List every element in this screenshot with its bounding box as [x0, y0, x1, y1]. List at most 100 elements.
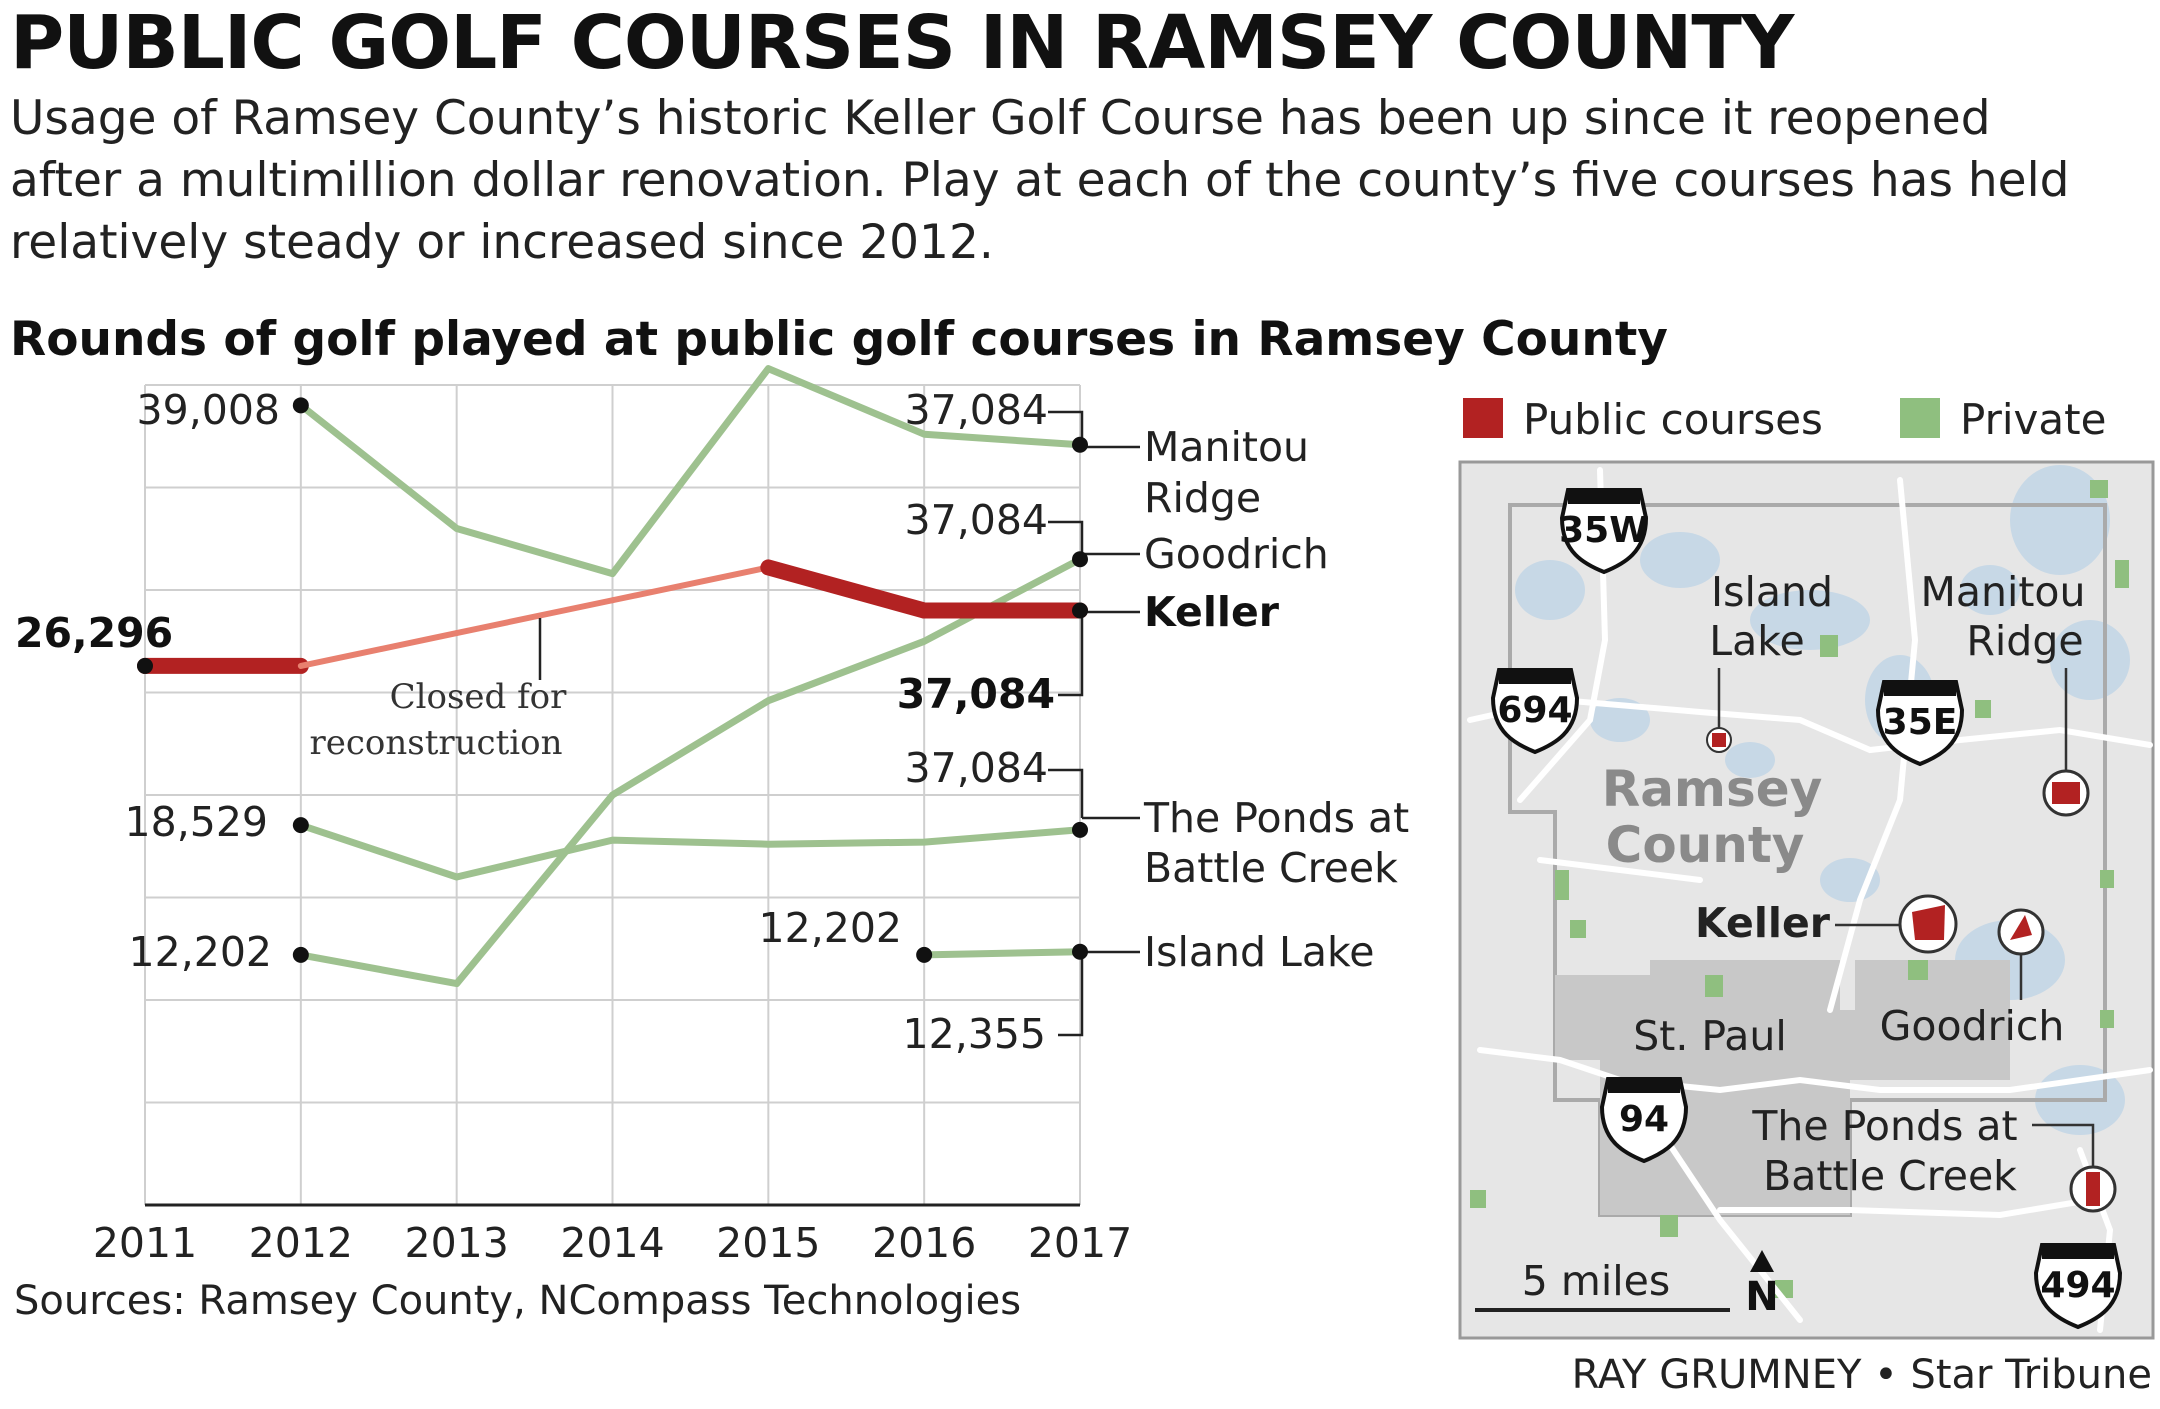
- highway-shield-icon: 35E: [1875, 680, 1965, 767]
- series-line-goodrich: [300, 556, 1082, 988]
- series-label-keller: Keller: [1144, 588, 1280, 636]
- series-line-keller: [297, 630, 460, 669]
- page-title: PUBLIC GOLF COURSES IN RAMSEY COUNTY: [10, 0, 1794, 86]
- series-line-manitou-ridge: [298, 365, 1081, 578]
- chart-credit: RAY GRUMNEY • Star Tribune: [1571, 1352, 2152, 1398]
- page-subtitle: Usage of Ramsey County’s historic Keller…: [10, 91, 2070, 270]
- data-point-keller: [137, 657, 153, 674]
- map-label-ponds: The Ponds at: [1751, 1102, 2017, 1150]
- value-label-island-2017: 12,355: [903, 1010, 1046, 1058]
- chart-title: Rounds of golf played at public golf cou…: [10, 312, 1668, 367]
- data-point-manitou-ridge: [292, 397, 309, 414]
- value-label-keller-2011: 26,296: [15, 609, 173, 657]
- roads: [1467, 467, 2153, 1333]
- series-label-goodrich: Goodrich: [1144, 530, 1329, 578]
- highway-shield-icon: 35W: [1559, 488, 1649, 575]
- private-course-markers: [1470, 480, 2129, 1298]
- map-leader-lines: [1717, 668, 2095, 1167]
- leader-lines: [538, 410, 1140, 1037]
- series-label-ponds: Battle Creek: [1144, 844, 1398, 892]
- map-label-island-lake: Lake: [1709, 617, 1804, 665]
- series-line-island-lake: [924, 948, 1081, 959]
- map-label-goodrich: Goodrich: [1880, 1002, 2065, 1050]
- data-point-island-lake: [916, 946, 933, 963]
- north-label: N: [1745, 1274, 1778, 1320]
- series-line-keller: [453, 597, 616, 637]
- value-label-island-2016: 12,202: [759, 904, 902, 952]
- map-county-label: County: [1606, 816, 1805, 874]
- map-label-keller: Keller: [1695, 899, 1831, 947]
- x-tick-label: 2016: [872, 1219, 976, 1267]
- value-label-ponds-2017: 37,084: [905, 744, 1048, 792]
- shield-number: 35W: [1559, 510, 1649, 551]
- x-tick-label: 2014: [560, 1219, 664, 1267]
- shield-band: [2042, 1245, 2114, 1259]
- x-tick-label: 2011: [93, 1219, 197, 1267]
- north-arrow-icon: [1750, 1250, 1774, 1272]
- shield-number: 35E: [1883, 702, 1958, 743]
- data-point-the-ponds-at-battle-creek: [292, 817, 309, 834]
- shield-band: [1499, 670, 1571, 684]
- series-line-keller: [760, 559, 933, 619]
- series-line-the-ponds-at-battle-creek: [299, 821, 1081, 881]
- map-label-manitou-ridge: Manitou: [1920, 568, 2085, 616]
- shield-shape: [1599, 1077, 1689, 1164]
- shield-band: [1568, 490, 1640, 504]
- map-county-label: Ramsey: [1602, 760, 1823, 818]
- st-paul-area: [1555, 960, 2010, 1215]
- data-point-keller: [1072, 602, 1088, 619]
- shield-shape: [1490, 668, 1580, 755]
- annotation-closed: Closed for: [390, 677, 568, 717]
- x-tick-label: 2015: [716, 1219, 820, 1267]
- map-legend: Public courses Private: [1463, 395, 2106, 444]
- value-label-ponds-2012: 18,529: [125, 798, 268, 846]
- x-tick-label: 2017: [1028, 1219, 1132, 1267]
- shield-shape: [1875, 680, 1965, 767]
- highway-shield-icon: 94: [1599, 1077, 1689, 1164]
- series-label-manitou: Manitou: [1144, 423, 1309, 471]
- shield-shape: [2033, 1243, 2123, 1330]
- series-line-keller: [609, 564, 772, 604]
- value-label-goodrich-2012: 12,202: [129, 928, 272, 976]
- series-label-manitou: Ridge: [1144, 474, 1261, 522]
- value-label-goodrich-2017: 37,084: [905, 496, 1048, 544]
- map-scale-label: 5 miles: [1522, 1257, 1670, 1305]
- data-point-goodrich: [292, 946, 309, 963]
- data-point-the-ponds-at-battle-creek: [1072, 821, 1088, 838]
- shield-shape: [1559, 488, 1649, 575]
- chart-source: Sources: Ramsey County, NCompass Technol…: [14, 1278, 1022, 1324]
- value-label-keller-2017: 37,084: [897, 670, 1055, 718]
- x-tick-label: 2012: [249, 1219, 353, 1267]
- data-point-goodrich: [1072, 551, 1088, 568]
- highway-shields: 35W 694 35E 94 494: [1490, 488, 2123, 1330]
- shield-band: [1608, 1079, 1680, 1093]
- highway-shield-icon: 494: [2033, 1243, 2123, 1330]
- shield-number: 694: [1497, 690, 1572, 731]
- shield-number: 494: [2040, 1265, 2115, 1306]
- data-point-island-lake: [1072, 943, 1088, 960]
- legend-swatch-private: [1900, 398, 1940, 438]
- series-endpoints: [137, 397, 1088, 963]
- annotation-closed: reconstruction: [310, 723, 563, 763]
- x-tick-label: 2013: [404, 1219, 508, 1267]
- shield-band: [1884, 682, 1956, 696]
- map-label-manitou-ridge: Ridge: [1966, 617, 2083, 665]
- series-label-ponds: The Ponds at: [1143, 794, 1409, 842]
- legend-private-label: Private: [1960, 395, 2106, 444]
- value-label-manitou-2017: 37,084: [905, 386, 1048, 434]
- data-point-manitou-ridge: [1072, 436, 1088, 453]
- chart-grid: [144, 384, 1081, 1205]
- x-axis-ticks: 2011 2012 2013 2014 2015 2016 2017: [93, 1219, 1132, 1267]
- map-label-ponds: Battle Creek: [1763, 1152, 2017, 1200]
- series-label-island: Island Lake: [1144, 928, 1375, 976]
- value-label-manitou-2012: 39,008: [137, 386, 280, 434]
- map-label-island-lake: Island: [1711, 568, 1833, 616]
- series-lines: [137, 365, 1088, 988]
- shield-number: 94: [1619, 1099, 1669, 1140]
- legend-public-label: Public courses: [1523, 395, 1823, 444]
- map-label-st-paul: St. Paul: [1633, 1012, 1787, 1060]
- highway-shield-icon: 694: [1490, 668, 1580, 755]
- legend-swatch-public: [1463, 398, 1503, 438]
- map: 35W 694 35E 94 494 Ramsey County St. Paul Is…: [1458, 460, 2155, 1340]
